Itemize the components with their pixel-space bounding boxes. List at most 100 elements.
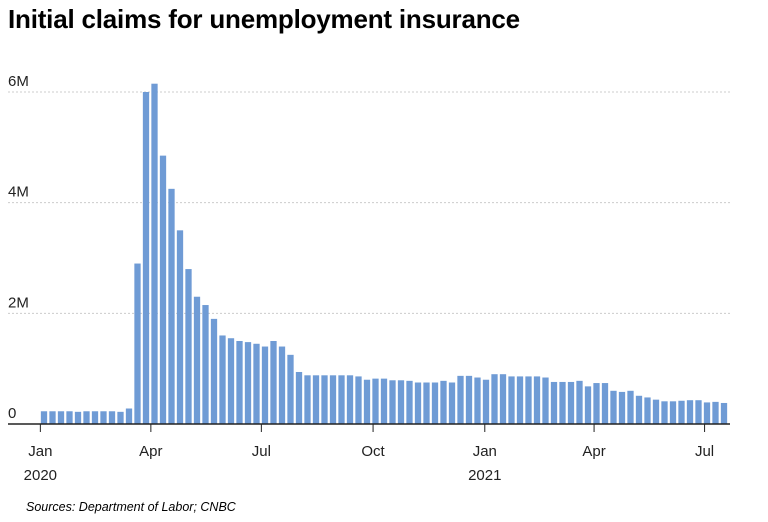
bar [312,375,320,424]
bar [304,375,311,424]
bar [661,401,668,424]
y-tick-label: 6M [8,73,29,90]
bar [57,411,65,424]
bar [40,411,48,424]
y-tick-label: 4M [8,184,29,201]
bar [151,83,158,424]
x-tick-year: 2021 [468,467,501,484]
bar [193,296,201,424]
bar [117,411,124,424]
bar [295,371,303,424]
y-axis-ticks: 0 2M 4M 6M [8,73,29,422]
bar [644,397,651,424]
bar [363,379,371,424]
bar [49,411,56,424]
bar [125,408,133,424]
bar [100,411,107,424]
bar [91,411,99,424]
bar [227,338,235,424]
bar [66,411,73,424]
bar [627,390,634,424]
bar [219,335,226,424]
bar [414,382,422,424]
bar [329,375,337,424]
bar [338,375,345,424]
bar [491,374,498,424]
bar [576,380,583,424]
bar [210,318,218,424]
bar [635,395,643,424]
bar [593,383,600,424]
bar [516,376,524,424]
bar [355,376,362,424]
source-note: Sources: Department of Labor; CNBC [26,500,236,514]
bar [380,378,388,424]
bar [618,391,626,424]
x-tick-label: Jul [252,443,271,460]
x-tick-year: 2020 [24,467,57,484]
bars [40,83,728,424]
bar [287,354,294,424]
bar [567,381,575,424]
x-tick-label: Oct [361,443,385,460]
bar [236,341,243,424]
bar [372,378,379,424]
bar [686,400,694,424]
bar [83,411,90,424]
bar [278,346,286,424]
bar [168,188,175,424]
x-axis: Jan 2020 Apr Jul Oct Jan 2021 Apr Jul [8,423,730,484]
x-tick-label: Jan [28,443,52,460]
bar [176,230,184,424]
bar [610,390,617,424]
bar [253,343,260,424]
bar [261,346,269,424]
bar [508,376,515,424]
bar [185,269,192,424]
bar [550,381,558,424]
chart-title: Initial claims for unemployment insuranc… [8,4,520,34]
bar [270,341,277,424]
x-tick-label: Apr [582,443,605,460]
x-tick-label: Jan [473,443,497,460]
bar [134,263,141,424]
bar [559,381,566,424]
bar [601,383,609,424]
bar [533,376,541,424]
bar [406,380,413,424]
bar [448,382,456,424]
bar [652,399,660,424]
bar [720,402,728,424]
bar [542,377,549,424]
bar [389,380,396,424]
y-tick-label: 2M [8,294,29,311]
bar [482,379,490,424]
bar [678,400,685,424]
bar [321,375,328,424]
bar [244,342,252,424]
x-tick-label: Apr [139,443,162,460]
x-tick-label: Jul [695,443,714,460]
bar [584,386,592,424]
bar [474,377,481,424]
bar [695,400,702,424]
bar [108,411,116,424]
bar [457,375,464,424]
bar [465,375,473,424]
bar [703,402,711,424]
bar [440,380,447,424]
gridlines [8,91,730,314]
bar [202,305,209,424]
bar [712,401,719,424]
bar [525,376,532,424]
bar [397,380,405,424]
bar [346,375,354,424]
bar [74,411,82,424]
bar [423,382,430,424]
bar [499,374,507,424]
bar [669,401,677,424]
bar [431,382,439,424]
bar [159,155,167,424]
y-tick-label: 0 [8,405,16,422]
